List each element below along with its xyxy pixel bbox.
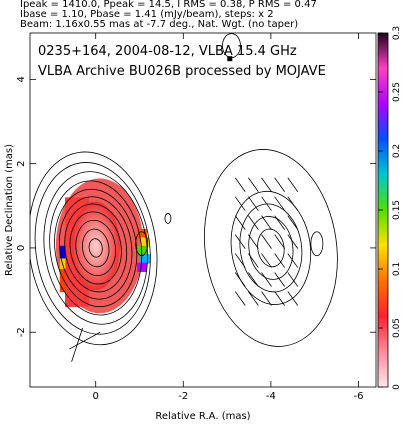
- contour-left: [75, 219, 116, 277]
- pol-vector: [261, 234, 272, 249]
- pol-vector: [234, 253, 246, 268]
- extra-features: [69, 33, 324, 362]
- right-contours: [203, 149, 338, 347]
- contour-right: [248, 216, 294, 280]
- component-left-small: [164, 213, 172, 224]
- contour-left: [69, 211, 122, 285]
- plot-frame: [29, 32, 377, 388]
- pol-vector: [248, 215, 259, 230]
- jet-line: [69, 331, 101, 350]
- pol-vector: [287, 272, 299, 287]
- colorbar-tick-label: 0.05: [392, 318, 402, 338]
- pol-vector: [274, 196, 285, 211]
- x-tick-label: 0: [93, 391, 99, 402]
- contour-left: [49, 180, 143, 316]
- pol-vector: [261, 196, 272, 211]
- pol-vector: [274, 291, 285, 306]
- pol-vector: [274, 177, 285, 192]
- beam-marker: [227, 56, 233, 62]
- chart-title: 0235+164, 2004-08-12, VLBA 15.4 GHz: [38, 44, 297, 59]
- header-line-2: Ibase = 1.10, Pbase = 1.41 (mJy/beam), s…: [20, 9, 274, 20]
- y-tick-label: 2: [16, 160, 27, 166]
- pol-vector: [287, 177, 299, 192]
- x-axis-label: Relative R.A. (mas): [155, 411, 250, 422]
- y-tick-label: 4: [16, 76, 27, 82]
- pol-vector: [234, 215, 246, 230]
- contour-left: [30, 151, 158, 346]
- x-tick-label: -4: [266, 391, 276, 402]
- colorbar-tick-label: 0.1: [392, 262, 402, 276]
- pol-vector: [287, 253, 299, 268]
- pol-vector: [274, 215, 285, 230]
- left-contours: [30, 151, 158, 346]
- pol-vector: [261, 291, 272, 306]
- polarization-vectors: [234, 177, 299, 306]
- pol-vector: [261, 272, 272, 287]
- pol-vector: [234, 291, 246, 306]
- pol-vector: [287, 215, 299, 230]
- pol-vector: [261, 177, 272, 192]
- contour-left: [82, 228, 110, 268]
- contour-right: [203, 149, 338, 347]
- pol-vector: [248, 177, 259, 192]
- x-tick-label: -2: [178, 391, 188, 402]
- pol-left-strip: [59, 245, 66, 269]
- header-text: Ipeak = 1410.0, Ppeak = 14.5, I RMS = 0.…: [0, 0, 409, 30]
- component-left: [135, 231, 149, 257]
- header-line-3: Beam: 1.16x0.55 mas at -7.7 deg., Nat. W…: [20, 19, 299, 30]
- y-ticks: -2 0 2 4: [16, 76, 376, 337]
- pol-vector: [234, 234, 246, 249]
- pol-vector: [274, 234, 285, 249]
- contour-left: [43, 171, 148, 325]
- colorbar-ticks: 0 0.05 0.1 0.15 0.2 0.25 0.3: [378, 26, 402, 390]
- pol-vector: [234, 196, 246, 211]
- pol-right-blob: [140, 254, 150, 264]
- pol-right-blob: [137, 262, 147, 272]
- pol-right-blob: [140, 237, 150, 247]
- colorbar-tick-label: 0: [392, 384, 402, 390]
- pol-vector: [248, 234, 259, 249]
- x-tick-label: -6: [353, 391, 363, 402]
- contour-right: [230, 190, 312, 305]
- header-line-1: Ipeak = 1410.0, Ppeak = 14.5, I RMS = 0.…: [20, 0, 317, 10]
- pol-vector: [248, 196, 259, 211]
- contour-left: [34, 162, 151, 335]
- pol-vector: [261, 215, 272, 230]
- contour-left: [88, 238, 103, 258]
- pol-vector: [274, 253, 285, 268]
- pol-vector: [287, 291, 299, 306]
- colorbar-tick-label: 0.15: [392, 200, 402, 220]
- pol-vector: [287, 234, 299, 249]
- contour-right: [239, 203, 303, 293]
- pol-vector: [287, 196, 299, 211]
- pol-vector: [248, 272, 259, 287]
- y-tick-label: 0: [16, 245, 27, 251]
- y-axis-label: Relative Declination (mas): [4, 144, 15, 276]
- colorbar-tick-label: 0.25: [392, 82, 402, 102]
- chart-subtitle: VLBA Archive BU026B processed by MOJAVE: [38, 64, 326, 79]
- pol-vector: [248, 253, 259, 268]
- y-tick-label: -2: [16, 327, 27, 337]
- pol-vector: [248, 291, 259, 306]
- colorbar-tick-label: 0.2: [392, 144, 402, 158]
- contour-left: [64, 203, 128, 293]
- contour-left: [59, 196, 133, 300]
- pol-vector: [234, 272, 246, 287]
- pol-left-strip: [59, 269, 66, 293]
- colorbar-tick-label: 0.3: [392, 26, 402, 40]
- component-right: [310, 231, 324, 257]
- pol-vector: [274, 272, 285, 287]
- x-ticks: 0 -2 -4 -6: [93, 33, 363, 402]
- pol-right-blob: [137, 245, 147, 256]
- pol-vector: [261, 253, 272, 268]
- pol-core: [71, 201, 120, 291]
- pol-right-blob: [137, 228, 147, 239]
- jet-line-2: [71, 327, 83, 362]
- pol-vector: [234, 177, 246, 192]
- contour-right: [257, 228, 285, 268]
